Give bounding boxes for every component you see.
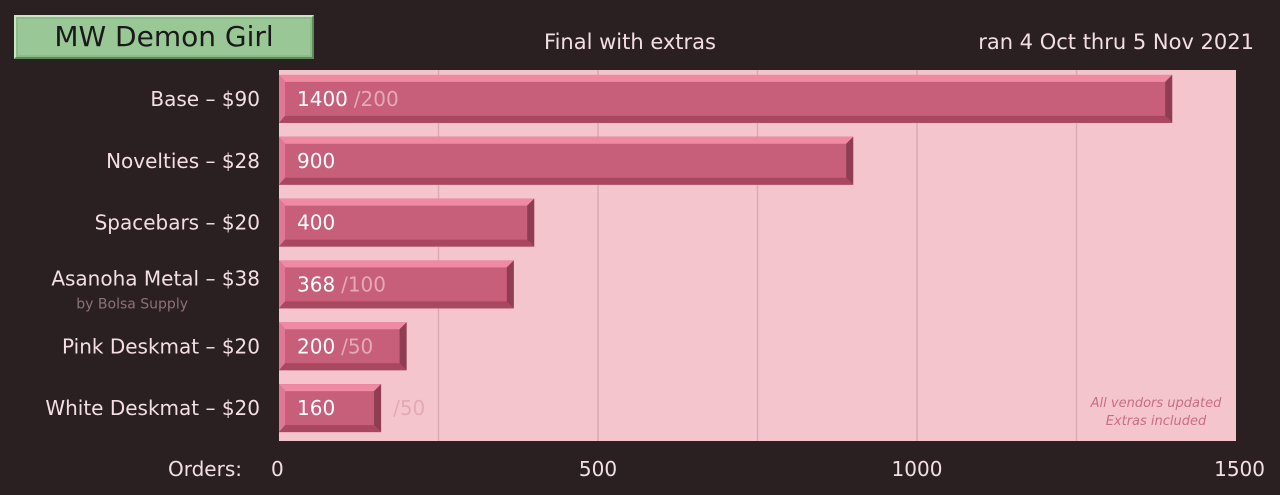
bar: [279, 198, 535, 247]
bar-bevel-right: [374, 384, 382, 433]
category-label: Pink Deskmat – $20: [62, 334, 260, 358]
bar-bevel-bottom: [279, 425, 382, 433]
bar: [279, 322, 407, 371]
x-axis-title: Orders:: [168, 457, 242, 481]
bar-body: [279, 322, 407, 371]
bar-bevel-left: [279, 74, 285, 123]
bar-value-label: 400: [297, 211, 335, 235]
category-label: Asanoha Metal – $38: [51, 266, 260, 290]
bar-value-label: 1400: [297, 87, 348, 111]
bar-value-label: 160: [297, 396, 335, 420]
bar-bevel-left: [279, 322, 285, 371]
bar-value-label: 200: [297, 334, 335, 358]
bar-body: [279, 74, 1173, 123]
x-tick-label: 1000: [892, 457, 943, 481]
bar-value-label: 368: [297, 272, 335, 296]
category-note: by Bolsa Supply: [76, 296, 188, 312]
bar-body: [279, 136, 854, 185]
bar-bevel-bottom: [279, 363, 407, 371]
bar-bevel-right: [846, 136, 854, 185]
bar: [279, 260, 514, 309]
bar: [279, 74, 1173, 123]
date-range: ran 4 Oct thru 5 Nov 2021: [978, 30, 1254, 54]
bar-bevel-bottom: [279, 177, 854, 185]
bar-bevel-top: [279, 384, 382, 392]
bar-bevel-left: [279, 260, 285, 309]
bar-bevel-bottom: [279, 239, 535, 247]
annotation-line: All vendors updated: [1090, 396, 1222, 411]
chart-title: MW Demon Girl: [54, 20, 274, 53]
bar-extras-label: /200: [354, 87, 399, 111]
bar: [279, 136, 854, 185]
bar-body: [279, 384, 382, 433]
category-label: Base – $90: [150, 87, 260, 111]
x-tick-label: 1500: [1214, 457, 1265, 481]
bar-bevel-top: [279, 74, 1173, 82]
bar-bevel-right: [399, 322, 407, 371]
x-tick-label: 500: [579, 457, 617, 481]
bar-bevel-bottom: [279, 301, 514, 309]
category-label: Spacebars – $20: [95, 211, 260, 235]
bar-bevel-bottom: [279, 115, 1173, 123]
bar: [279, 384, 382, 433]
annotation-line: Extras included: [1106, 414, 1207, 429]
bar-bevel-left: [279, 198, 285, 247]
bar-bevel-left: [279, 136, 285, 185]
bar-bevel-right: [1165, 74, 1173, 123]
category-label: White Deskmat – $20: [45, 396, 260, 420]
bar-bevel-left: [279, 384, 285, 433]
bar-extras-label: /100: [341, 272, 386, 296]
category-label: Novelties – $28: [106, 149, 260, 173]
bar-body: [279, 260, 514, 309]
bar-value-label: 900: [297, 149, 335, 173]
bar-body: [279, 198, 535, 247]
x-tick-label: 0: [271, 457, 284, 481]
bar-bevel-right: [506, 260, 514, 309]
chart-title-box: MW Demon Girl: [14, 15, 314, 59]
bar-extras-label: /50: [341, 334, 373, 358]
bar-bevel-top: [279, 136, 854, 144]
chart-subtitle: Final with extras: [544, 30, 716, 54]
bar-extras-label: /50: [393, 396, 425, 420]
bar-bevel-top: [279, 322, 407, 330]
bar-bevel-right: [527, 198, 535, 247]
bar-bevel-top: [279, 260, 514, 268]
bar-bevel-top: [279, 198, 535, 206]
